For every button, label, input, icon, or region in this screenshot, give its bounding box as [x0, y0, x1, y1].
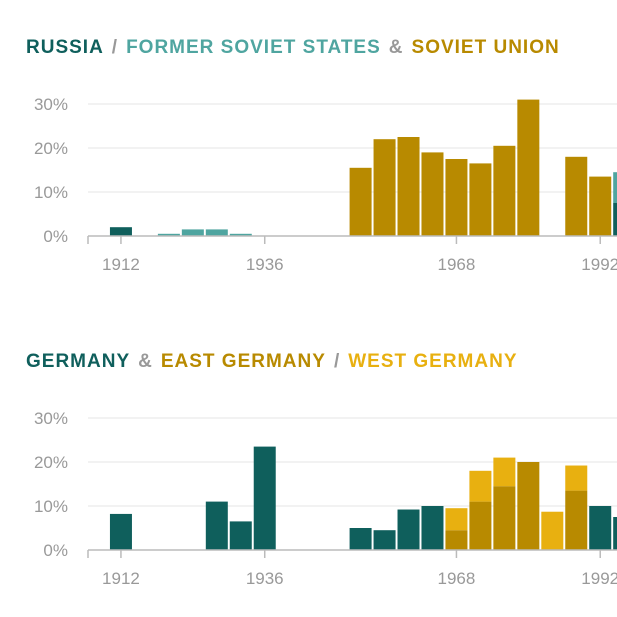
x-tick-label: 1968 — [438, 255, 476, 274]
bar — [469, 163, 492, 236]
x-tick-label: 1992 — [581, 255, 617, 274]
bar — [565, 156, 588, 236]
y-tick-label: 30% — [34, 95, 68, 114]
legend-entry: SOVIET UNION — [412, 37, 560, 58]
chart-title: RUSSIA / FORMER SOVIET STATES & SOVIET UNION — [26, 37, 560, 58]
bar — [445, 159, 468, 236]
x-tick-label: 1992 — [581, 569, 617, 588]
bar — [445, 508, 468, 531]
bar — [469, 501, 492, 550]
bar — [205, 229, 228, 236]
bar — [397, 137, 420, 236]
bar — [181, 229, 204, 236]
legend-entry: EAST GERMANY — [161, 351, 326, 372]
bar — [493, 486, 516, 550]
bar — [109, 513, 132, 550]
bar — [613, 172, 617, 203]
legend-entry: WEST GERMANY — [348, 351, 517, 372]
bar — [205, 501, 228, 550]
bar — [613, 517, 617, 550]
y-tick-label: 20% — [34, 453, 68, 472]
title-separator: / — [334, 351, 340, 372]
bar — [253, 446, 276, 550]
title-separator: / — [112, 37, 118, 58]
bar — [397, 509, 420, 550]
bar — [157, 233, 180, 236]
chart: GERMANY & EAST GERMANY / WEST GERMANY 0% 10% 20… — [26, 351, 617, 588]
y-tick-label: 10% — [34, 183, 68, 202]
bar — [349, 528, 372, 550]
x-tick-label: 1968 — [438, 569, 476, 588]
legend-entry: FORMER SOVIET STATES — [126, 37, 381, 58]
bar — [229, 233, 252, 236]
bar — [589, 176, 612, 236]
bar — [517, 462, 540, 550]
bar — [373, 530, 396, 550]
x-tick-label: 1936 — [246, 569, 284, 588]
bar — [565, 490, 588, 550]
bar — [373, 139, 396, 236]
bar — [565, 465, 588, 491]
bar — [421, 152, 444, 236]
bars — [109, 99, 617, 236]
bar — [541, 511, 564, 550]
x-tick-label: 1912 — [102, 255, 140, 274]
chart: RUSSIA / FORMER SOVIET STATES & SOVIET UNION… — [26, 37, 617, 274]
bar — [493, 457, 516, 487]
bar — [445, 530, 468, 550]
y-tick-label: 10% — [34, 497, 68, 516]
y-tick-label: 20% — [34, 139, 68, 158]
bar — [469, 470, 492, 502]
bar — [493, 145, 516, 236]
legend-entry: GERMANY — [26, 351, 130, 372]
bar — [109, 227, 132, 236]
y-tick-label: 0% — [43, 227, 68, 246]
y-tick-label: 30% — [34, 409, 68, 428]
bars — [109, 446, 617, 550]
chart-title: GERMANY & EAST GERMANY / WEST GERMANY — [26, 351, 518, 372]
bar — [589, 506, 612, 550]
y-tick-label: 0% — [43, 541, 68, 560]
bar — [229, 521, 252, 550]
bar — [349, 167, 372, 236]
x-tick-label: 1936 — [246, 255, 284, 274]
title-separator: & — [389, 37, 404, 58]
x-tick-label: 1912 — [102, 569, 140, 588]
bar — [517, 99, 540, 236]
title-separator: & — [138, 351, 153, 372]
bar — [613, 203, 617, 236]
bar — [421, 506, 444, 550]
legend-entry: RUSSIA — [26, 37, 104, 58]
